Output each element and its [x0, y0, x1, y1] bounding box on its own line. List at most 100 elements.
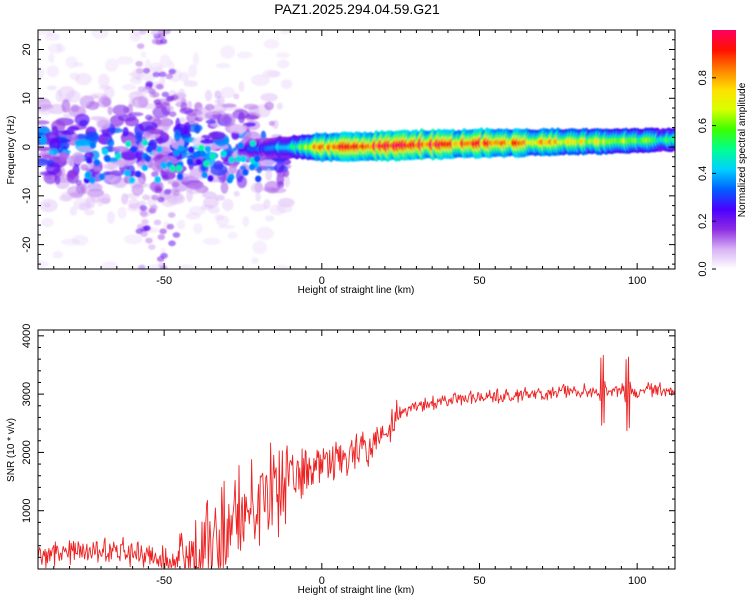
- spectrogram-noise-blob: [222, 103, 237, 108]
- spectrogram-signal-blob: [204, 145, 212, 153]
- spectrogram-noise-blob: [67, 126, 80, 131]
- spectrogram-noise-blob: [142, 194, 150, 201]
- spectrogram-signal-blob: [146, 145, 153, 153]
- spectrogram-noise-blob: [150, 30, 159, 36]
- spectrogram-noise-blob: [148, 244, 156, 251]
- spectrogram-signal-blob: [235, 155, 242, 163]
- snr-background: [38, 330, 675, 569]
- colorbar-tick-label: 0.6: [697, 118, 709, 133]
- spectrogram-noise-blob: [156, 256, 165, 262]
- spectrogram-noise-blob: [186, 113, 198, 123]
- spectrogram-signal-blob: [195, 158, 202, 166]
- spectrogram-noise-blob: [222, 198, 234, 212]
- snr-series-line: [38, 354, 675, 569]
- spectrogram-noise-blob: [214, 99, 221, 104]
- spectrogram-noise-blob: [160, 117, 172, 130]
- spectrogram-signal-blob: [134, 170, 142, 178]
- spectrogram-noise-blob: [276, 203, 293, 213]
- spectrogram-signal-blob: [188, 146, 195, 154]
- spectrogram-noise-blob: [121, 136, 137, 145]
- spectrogram-noise-blob: [142, 67, 151, 74]
- spectrogram-noise-blob: [265, 168, 273, 181]
- spectrogram-noise-blob: [255, 226, 274, 240]
- spectrogram-noise-blob: [71, 234, 89, 246]
- spectrogram-noise-blob: [48, 43, 66, 54]
- spectrogram-noise-blob: [48, 148, 59, 156]
- spectrogram-noise-blob: [71, 152, 85, 164]
- spectrogram-noise-blob: [38, 146, 52, 152]
- spectrogram-noise-blob: [79, 119, 89, 127]
- spectrogram-noise-blob: [90, 95, 100, 99]
- spectrogram-noise-blob: [152, 91, 160, 98]
- spectrogram-noise-blob: [172, 232, 181, 238]
- spectrogram-noise-blob: [163, 189, 172, 195]
- colorbar: 0.0 0.2 0.4 0.6 0.8 Normalized spectral ampl…: [697, 30, 748, 277]
- spectrogram-noise-blob: [101, 261, 119, 269]
- spectrogram-signal-blob: [93, 159, 101, 167]
- spectrogram-noise-blob: [133, 31, 140, 38]
- spectrogram-noise-blob: [84, 151, 95, 159]
- spectrogram-noise-blob: [38, 30, 48, 35]
- spectrogram-noise-blob: [59, 194, 73, 202]
- spectrogram-noise-blob: [168, 68, 177, 75]
- spectrogram-noise-blob: [159, 38, 168, 45]
- spectrogram-noise-blob: [264, 180, 281, 194]
- spectrogram-noise-blob: [158, 71, 167, 78]
- spectrogram-noise-blob: [238, 81, 245, 92]
- spectrogram-noise-blob: [250, 182, 264, 194]
- spectrogram-noise-blob: [105, 58, 119, 72]
- spectrogram-noise-blob: [167, 95, 175, 102]
- spectrogram-noise-blob: [202, 197, 219, 209]
- snr-marks: [38, 354, 675, 569]
- spectrogram-marks: [38, 30, 675, 269]
- spectrogram-noise-blob: [124, 116, 139, 127]
- spectrogram-signal-blob: [207, 175, 214, 182]
- spectrogram-signal-blob: [144, 155, 151, 163]
- spectrogram-noise-blob: [85, 195, 96, 209]
- spectrogram-noise-blob: [151, 38, 160, 45]
- figure-title: PAZ1.2025.294.04.59.G21: [274, 1, 440, 17]
- spectrogram-signal-blob: [156, 145, 163, 153]
- spectrogram-noise-blob: [110, 176, 125, 188]
- spectrogram-noise-blob: [135, 67, 144, 74]
- snr-ytick-label: 3000: [21, 382, 33, 406]
- spectrogram-noise-blob: [251, 257, 259, 265]
- spectrogram-signal-blob: [98, 173, 106, 181]
- spectrogram-noise-blob: [151, 194, 159, 201]
- spectrogram-noise-blob: [166, 223, 175, 230]
- spectrogram-signal-blob: [141, 139, 149, 147]
- spectrogram-noise-blob: [227, 231, 238, 239]
- spectrogram-signal-blob: [248, 163, 256, 171]
- spectrogram-noise-blob: [70, 104, 80, 112]
- spectrogram-xtick-label: 100: [628, 275, 646, 287]
- spectrogram-signal-blob: [104, 155, 111, 163]
- spectrogram-noise-blob: [99, 94, 109, 105]
- spectrogram-noise-blob: [264, 101, 274, 111]
- spectrogram-noise-blob: [128, 112, 144, 117]
- colorbar-ticks: 0.0 0.2 0.4 0.6 0.8: [697, 70, 716, 277]
- spectrogram-noise-blob: [103, 163, 119, 170]
- spectrogram-noise-blob: [208, 206, 220, 214]
- spectrogram-noise-blob: [252, 240, 268, 254]
- spectrogram-noise-blob: [176, 219, 186, 230]
- spectrogram-noise-blob: [179, 71, 190, 82]
- spectrogram-noise-blob: [251, 74, 270, 86]
- spectrogram-noise-blob: [145, 237, 153, 244]
- spectrogram-noise-blob: [155, 153, 164, 160]
- spectrogram-noise-blob: [122, 84, 137, 91]
- snr-ticks: -50 0 50 100 1000 2000 3000 4000: [21, 324, 675, 587]
- spectrogram-signal-blob: [89, 141, 97, 149]
- spectrogram-noise-blob: [46, 65, 60, 78]
- spectrogram-signal-blob: [186, 158, 194, 166]
- spectrogram-noise-blob: [239, 165, 247, 170]
- spectrogram-noise-blob: [79, 97, 90, 107]
- spectrogram-noise-blob: [214, 90, 222, 99]
- spectrogram-noise-blob: [142, 225, 151, 231]
- spectrogram-noise-blob: [160, 194, 177, 208]
- spectrogram-noise-blob: [116, 56, 134, 65]
- spectrogram-noise-blob: [140, 211, 149, 218]
- spectrogram-noise-blob: [233, 190, 240, 197]
- spectrogram-signal-blob: [192, 151, 199, 159]
- spectrogram-noise-blob: [154, 161, 162, 168]
- spectrogram-noise-blob: [38, 158, 50, 167]
